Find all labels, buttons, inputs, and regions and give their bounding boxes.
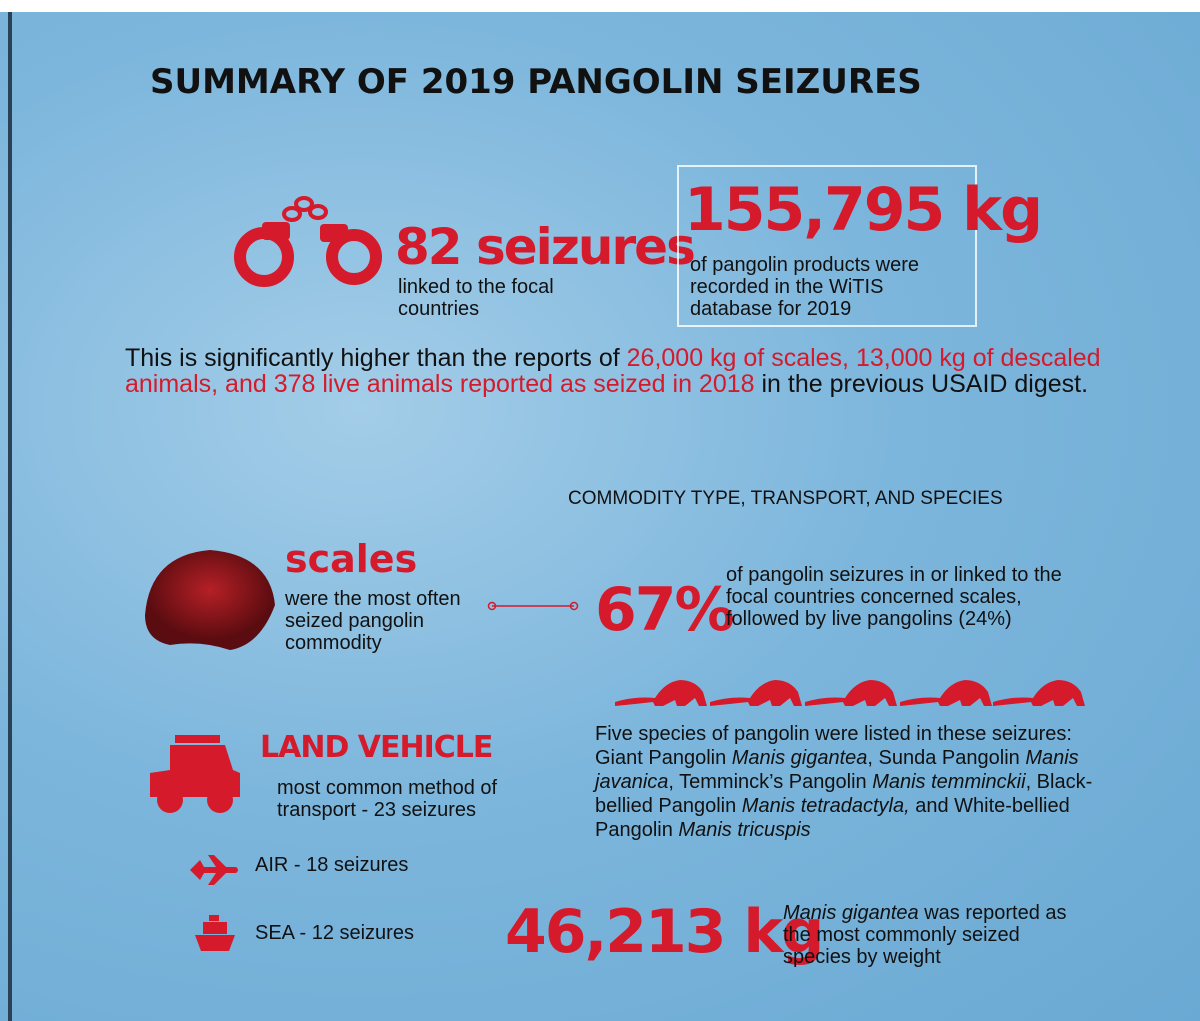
top-species-caption: Manis gigantea was reported as the most … [783,902,1093,968]
handcuffs-icon [232,192,392,292]
seizure-count: 82 seizures [395,222,694,272]
share-caption: of pangolin seizures in or linked to the… [726,564,1076,630]
air-transport: AIR - 18 seizures [255,854,408,876]
seizure-caption: linked to the focal countries [398,276,608,320]
plane-icon [190,855,240,885]
text-segment: , Temminck’s Pangolin [668,771,872,793]
sea-transport: SEA - 12 seizures [255,922,414,944]
total-weight: 155,795 kg [684,180,1041,240]
left-border [8,12,12,1021]
text-segment: Manis tricuspis [678,819,810,841]
main-transport: LAND VEHICLE [260,733,492,763]
commodity-label: scales [285,540,417,578]
connector [488,600,580,612]
title: SUMMARY OF 2019 PANGOLIN SEIZURES [150,62,922,102]
text-segment: Manis temminckii [872,771,1025,793]
scale-icon [140,545,280,655]
species-text: Five species of pangolin were listed in … [595,722,1095,842]
truck-icon [145,735,245,815]
text-segment: Manis gigantea [732,747,868,769]
infographic: SUMMARY OF 2019 PANGOLIN SEIZURES 82 sei… [0,0,1200,1021]
top-species-weight: 46,213 kg [505,902,822,962]
commodity-caption: were the most often seized pangolin comm… [285,588,495,654]
text-segment: , Sunda Pangolin [867,747,1025,769]
text-segment: Manis gigantea [783,902,919,924]
pangolin-icons [615,672,1085,718]
comparison-text: This is significantly higher than the re… [125,345,1110,397]
main-transport-caption: most common method of transport - 23 sei… [277,777,547,821]
text-segment: This is significantly higher than the re… [125,344,627,372]
ship-icon [195,915,235,953]
text-segment: Manis tetradactyla, [742,795,910,817]
scales-share: 67% [595,580,733,640]
weight-caption: of pangolin products were recorded in th… [690,254,960,320]
text-segment: in the previous USAID digest. [755,370,1089,398]
section-heading: COMMODITY TYPE, TRANSPORT, AND SPECIES [568,488,1003,510]
